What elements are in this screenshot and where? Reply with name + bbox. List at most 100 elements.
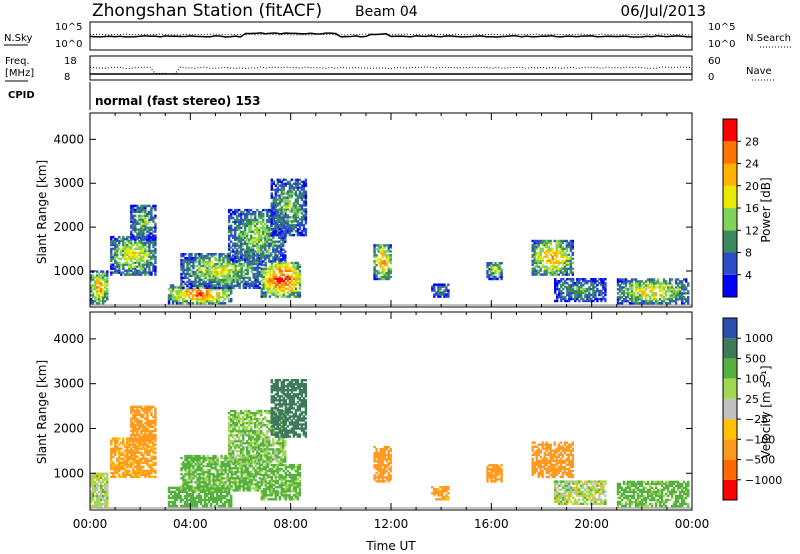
- echo-cell: [92, 300, 95, 303]
- echo-cell: [433, 295, 436, 298]
- echo-cell: [194, 475, 197, 478]
- echo-cell: [132, 236, 135, 239]
- echo-cell: [100, 290, 103, 293]
- echo-cell: [216, 280, 219, 284]
- echo-cell: [268, 220, 271, 224]
- echo-cell: [620, 300, 624, 303]
- echo-cell: [565, 241, 568, 245]
- echo-cell: [555, 253, 558, 257]
- echo-cell: [104, 478, 107, 481]
- echo-cell: [146, 407, 149, 410]
- echo-cell: [236, 477, 239, 480]
- echo-cell: [268, 258, 271, 261]
- echo-cell: [588, 293, 591, 297]
- echo-cell: [138, 463, 141, 466]
- echo-cell: [232, 471, 235, 474]
- echo-cell: [167, 302, 171, 305]
- echo-cell: [200, 467, 203, 470]
- echo-cell: [134, 425, 137, 429]
- echo-cell: [292, 206, 296, 209]
- echo-cell: [152, 425, 155, 429]
- echo-cell: [226, 487, 229, 490]
- echo-cell: [634, 284, 638, 287]
- echo-cell: [256, 246, 259, 249]
- echo-cell: [272, 285, 275, 288]
- echo-cell: [270, 192, 273, 195]
- echo-cell: [234, 256, 237, 259]
- echo-cell: [302, 186, 306, 189]
- echo-cell: [272, 204, 275, 207]
- echo-cell: [128, 245, 131, 249]
- echo-cell: [373, 273, 376, 277]
- echo-cell: [112, 451, 115, 454]
- echo-cell: [276, 256, 279, 259]
- echo-cell: [276, 261, 279, 265]
- echo-cell: [582, 278, 585, 281]
- echo-cell: [205, 288, 209, 291]
- echo-cell: [268, 252, 271, 255]
- echo-cell: [679, 280, 682, 283]
- echo-cell: [104, 484, 107, 488]
- echo-cell: [196, 481, 199, 484]
- echo-cell: [268, 265, 271, 269]
- echo-cell: [140, 447, 143, 450]
- echo-cell: [183, 292, 187, 295]
- echo-cell: [278, 275, 281, 278]
- echo-cell: [130, 230, 133, 233]
- echo-cell: [300, 216, 304, 219]
- echo-cell: [144, 273, 147, 276]
- echo-cell: [302, 194, 306, 197]
- echo-cell: [248, 242, 251, 245]
- echo-cell: [284, 206, 287, 209]
- echo-cell: [132, 449, 135, 452]
- echo-cell: [230, 284, 233, 287]
- echo-cell: [537, 245, 540, 249]
- echo-cell: [586, 293, 589, 297]
- echo-cell: [192, 473, 195, 476]
- echo-cell: [280, 232, 283, 235]
- echo-cell: [98, 278, 101, 281]
- echo-cell: [146, 249, 149, 253]
- echo-cell: [687, 284, 690, 287]
- echo-cell: [177, 492, 181, 496]
- echo-cell: [120, 271, 123, 274]
- echo-cell: [100, 282, 103, 285]
- echo-cell: [148, 431, 151, 435]
- echo-cell: [664, 284, 668, 287]
- echo-cell: [208, 262, 211, 266]
- echo-cell: [197, 288, 201, 291]
- echo-cell: [205, 300, 209, 303]
- echo-cell: [167, 288, 171, 291]
- echo-cell: [154, 407, 157, 410]
- echo-cell: [216, 282, 219, 285]
- echo-cell: [205, 290, 209, 293]
- echo-cell: [196, 463, 199, 466]
- echo-cell: [106, 476, 109, 479]
- echo-cell: [282, 188, 285, 191]
- echo-cell: [142, 206, 145, 210]
- echo-cell: [300, 198, 304, 201]
- echo-cell: [196, 483, 199, 486]
- echo-cell: [268, 234, 271, 237]
- echo-cell: [110, 271, 113, 274]
- echo-cell: [282, 214, 285, 217]
- echo-cell: [650, 282, 654, 285]
- echo-cell: [142, 407, 145, 410]
- echo-cell: [185, 496, 189, 500]
- echo-cell: [189, 302, 193, 305]
- echo-cell: [120, 447, 123, 450]
- echo-cell: [222, 286, 225, 289]
- echo-cell: [154, 267, 157, 270]
- echo-cell: [494, 262, 497, 265]
- echo-cell: [144, 267, 147, 270]
- echo-cell: [266, 212, 269, 216]
- echo-cell: [134, 261, 137, 264]
- echo-cell: [286, 194, 290, 197]
- echo-cell: [226, 498, 229, 502]
- echo-cell: [571, 247, 574, 251]
- echo-cell: [210, 260, 213, 264]
- echo-cell: [150, 411, 153, 415]
- echo-cell: [196, 469, 199, 472]
- echo-cell: [630, 292, 634, 295]
- echo-cell: [209, 490, 213, 494]
